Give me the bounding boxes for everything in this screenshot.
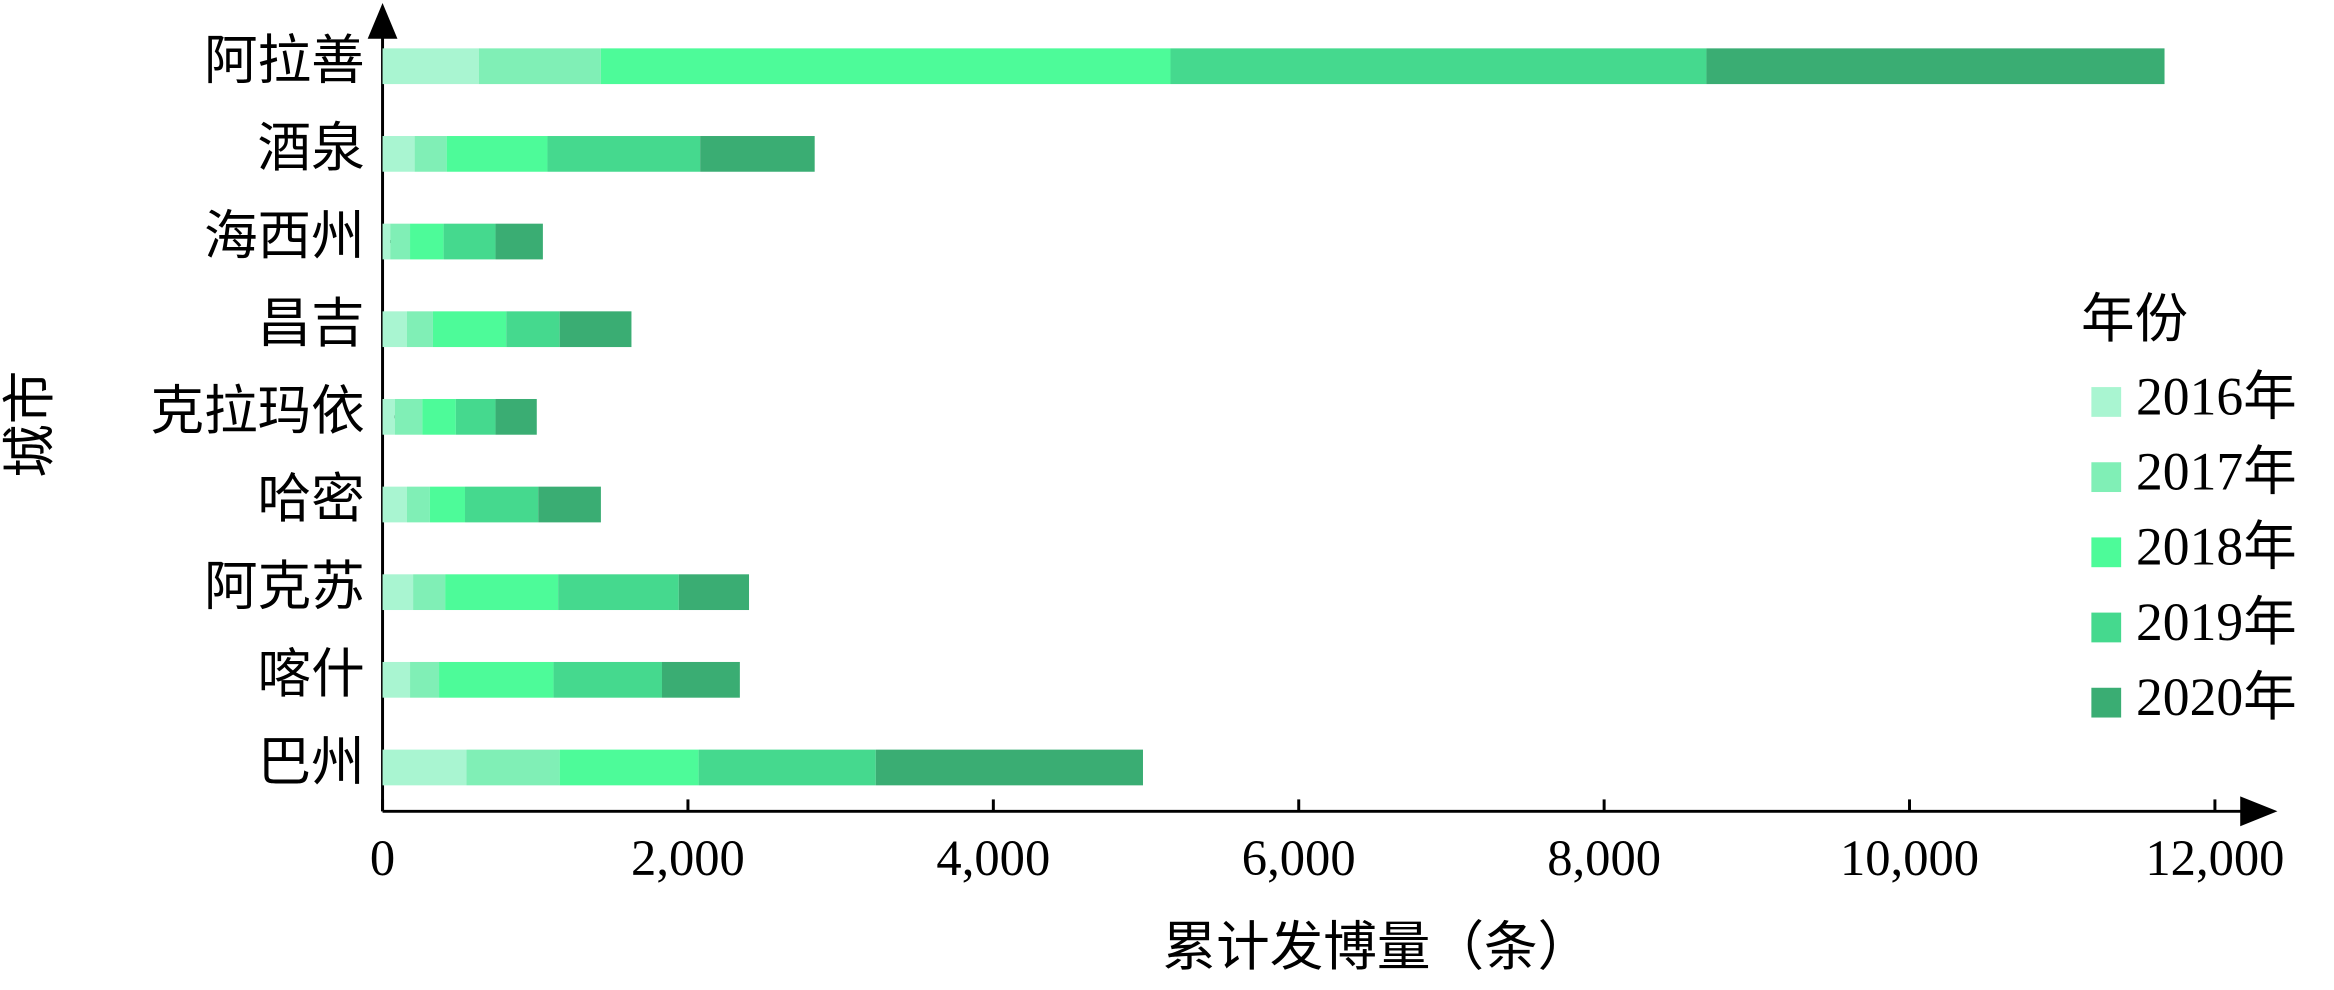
bar-segment bbox=[1706, 48, 2165, 85]
legend-label: 2016年 bbox=[2136, 366, 2297, 426]
bar-segment bbox=[406, 311, 433, 348]
x-tick-label: 6,000 bbox=[1242, 830, 1356, 886]
x-tick-label: 2,000 bbox=[631, 830, 745, 886]
bar-segment bbox=[382, 48, 479, 85]
x-tick-label: 8,000 bbox=[1547, 830, 1661, 886]
bar-segment bbox=[410, 661, 440, 698]
bar-segment bbox=[382, 486, 407, 523]
legend-label: 2019年 bbox=[2136, 592, 2297, 652]
bar-segment bbox=[538, 486, 601, 523]
bar-segment bbox=[382, 574, 414, 611]
bar-segment bbox=[465, 486, 539, 523]
bar-segment bbox=[495, 223, 543, 260]
bar-segment bbox=[394, 398, 423, 435]
legend-swatch bbox=[2091, 612, 2122, 643]
y-axis-title: 城市 bbox=[0, 371, 60, 478]
bar-segment bbox=[553, 661, 662, 698]
bar-segment bbox=[382, 311, 407, 348]
bar-segment bbox=[559, 311, 632, 348]
y-tick-label: 昌吉 bbox=[258, 293, 365, 353]
x-tick-label: 0 bbox=[370, 830, 395, 886]
x-axis-title: 累计发博量（条） bbox=[1163, 917, 1592, 977]
legend-label: 2017年 bbox=[2136, 441, 2297, 501]
bar-segment bbox=[455, 398, 496, 435]
y-tick-label: 喀什 bbox=[258, 644, 365, 704]
legend-label: 2018年 bbox=[2136, 517, 2297, 577]
legend-swatch bbox=[2091, 537, 2122, 568]
legend-swatch bbox=[2091, 687, 2122, 718]
x-tick-label: 10,000 bbox=[1840, 830, 1979, 886]
legend-swatch bbox=[2091, 462, 2122, 493]
bar-segment bbox=[478, 48, 601, 85]
y-tick-label: 哈密 bbox=[258, 469, 365, 529]
legend-title: 年份 bbox=[2081, 289, 2188, 349]
bar-segment bbox=[422, 398, 456, 435]
bar-segment bbox=[446, 136, 548, 172]
bar-segment bbox=[600, 48, 1171, 85]
y-tick-label: 海西州 bbox=[204, 206, 365, 266]
y-arrow bbox=[367, 3, 398, 39]
bar-segment bbox=[506, 311, 560, 348]
bar-segment bbox=[547, 136, 701, 172]
bar-segment bbox=[495, 398, 537, 435]
bar-segment bbox=[413, 574, 446, 611]
bar-segment bbox=[443, 223, 496, 260]
bar-segment bbox=[406, 486, 430, 523]
bar-segment bbox=[410, 223, 444, 260]
x-tick-label: 4,000 bbox=[936, 830, 1050, 886]
y-tick-label: 巴州 bbox=[258, 732, 365, 792]
bar-segment bbox=[382, 661, 411, 698]
bar-segment bbox=[698, 749, 876, 786]
bar-segment bbox=[445, 574, 559, 611]
bar-segment bbox=[439, 661, 554, 698]
bar-segment bbox=[390, 223, 411, 260]
bar-segment bbox=[382, 398, 395, 435]
bar-segment bbox=[875, 749, 1143, 786]
bar-segment bbox=[466, 749, 560, 786]
bar-segment bbox=[661, 661, 740, 698]
y-tick-label: 阿拉善 bbox=[204, 31, 365, 91]
y-tick-label: 克拉玛依 bbox=[150, 381, 364, 441]
bar-segment bbox=[678, 574, 750, 611]
bar-segment bbox=[382, 223, 391, 260]
bar-segment bbox=[558, 574, 679, 611]
bar-segment bbox=[432, 311, 507, 348]
bar-segment bbox=[414, 136, 447, 172]
bar-segment bbox=[382, 749, 467, 786]
bar-segment bbox=[700, 136, 815, 172]
bar-segment bbox=[559, 749, 699, 786]
bar-segment bbox=[1170, 48, 1707, 85]
y-tick-label: 酒泉 bbox=[258, 118, 365, 178]
x-arrow bbox=[2240, 796, 2278, 827]
y-tick-label: 阿克苏 bbox=[204, 556, 365, 616]
x-tick-label: 12,000 bbox=[2145, 830, 2284, 886]
bar-segment bbox=[382, 136, 415, 172]
legend-label: 2020年 bbox=[2136, 667, 2297, 727]
bar-segment bbox=[429, 486, 466, 523]
legend-swatch bbox=[2091, 387, 2122, 417]
